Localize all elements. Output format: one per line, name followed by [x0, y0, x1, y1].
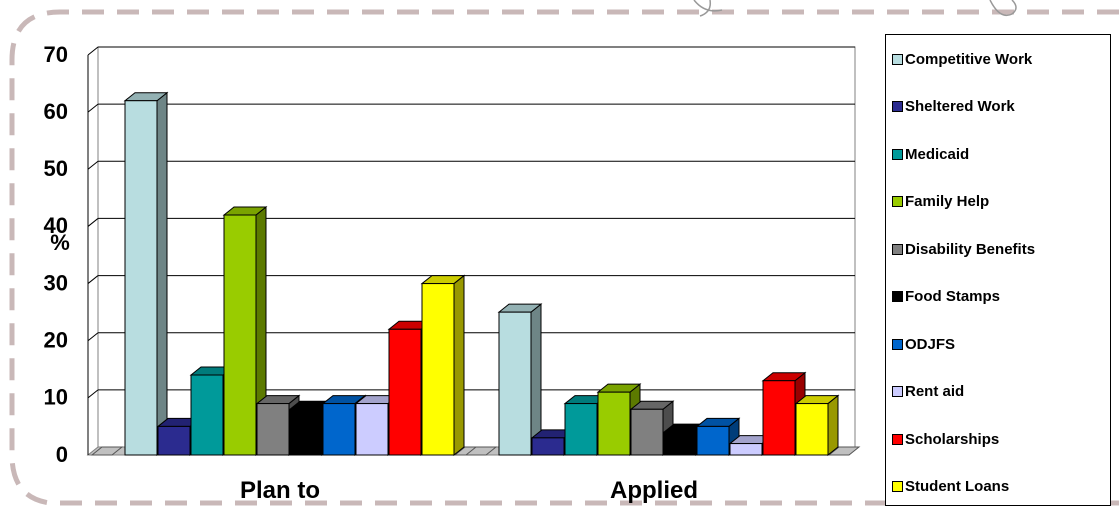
bar-front [223, 214, 257, 456]
legend-swatch [892, 148, 903, 160]
zero-bar-marker [464, 446, 498, 456]
legend-label: Medicaid [905, 145, 970, 163]
bar-front [421, 283, 455, 456]
bar-front [795, 403, 829, 456]
legend: Competitive Work Sheltered Work Medicaid Fa… [885, 34, 1111, 506]
bar-front [663, 431, 697, 456]
bar-front [531, 437, 565, 456]
bar-side [453, 274, 465, 457]
zero-bar-marker [827, 446, 861, 456]
bar [629, 400, 675, 457]
bar [123, 91, 169, 457]
zero-bar-marker [90, 446, 124, 456]
bar-front [696, 425, 730, 456]
legend-swatch [892, 291, 903, 302]
legend-label: Scholarships [905, 430, 1000, 448]
legend-swatch [892, 386, 903, 397]
y-tick-label: 40 [44, 213, 68, 238]
legend-item: Rent aid [892, 382, 964, 402]
bar-front [762, 380, 796, 456]
bar [497, 303, 543, 457]
legend-swatch [892, 481, 903, 492]
gridline-side [87, 218, 99, 227]
legend-item: Competitive Work [892, 49, 1032, 69]
bar-front [498, 311, 532, 456]
x-category-label: Plan to [240, 477, 320, 504]
bar-front [190, 374, 224, 456]
bar-front [157, 425, 191, 456]
legend-swatch [892, 338, 903, 350]
legend-label: Family Help [905, 193, 990, 210]
legend-swatch [892, 196, 903, 207]
bar-front [388, 328, 422, 456]
legend-item: ODJFS [892, 334, 955, 354]
legend-item: Student Loans [892, 477, 1009, 497]
gridline-side [87, 389, 99, 399]
y-tick-label: 60 [44, 99, 68, 124]
gridline-side [87, 275, 99, 284]
bar-front [124, 100, 158, 456]
bar [420, 274, 466, 457]
legend-item: Scholarships [892, 429, 999, 449]
legend-item: Disability Benefits [892, 239, 1035, 259]
y-tick-label: 20 [44, 328, 68, 353]
bar [222, 205, 268, 457]
legend-item: Medicaid [892, 144, 969, 164]
gridline-side [87, 332, 99, 342]
bar-front [597, 391, 631, 456]
y-tick-label: 30 [44, 270, 68, 295]
x-category-label: Applied [610, 477, 698, 504]
title-fragment-y [693, 0, 723, 17]
legend-label: Disability Benefits [905, 240, 1036, 258]
y-axis-label: % [50, 230, 70, 255]
bar-front [630, 408, 664, 456]
bar-side [827, 394, 839, 457]
y-tick-label: 0 [56, 442, 68, 467]
gridline-side [87, 160, 99, 170]
legend-item: Sheltered Work [892, 97, 1015, 117]
y-tick-label: 50 [44, 156, 68, 181]
y-tick-label: 10 [44, 385, 68, 410]
legend-label: ODJFS [905, 335, 956, 353]
bar-front [355, 403, 389, 456]
dashed-border [9, 9, 1119, 506]
legend-label: Rent aid [905, 383, 965, 400]
legend-label: Student Loans [905, 478, 1010, 495]
bars-group [90, 91, 861, 457]
bar-front [322, 403, 356, 456]
legend-item: Food Stamps [892, 287, 1000, 307]
legend-swatch [892, 53, 903, 65]
bar-front [729, 443, 763, 456]
legend-swatch [892, 433, 903, 445]
gridline-side [87, 103, 99, 113]
bar [794, 394, 840, 457]
legend-swatch [892, 101, 903, 112]
bar-front [289, 408, 323, 456]
bar-front [564, 403, 598, 456]
legend-swatch [892, 243, 903, 255]
gridline-side [87, 46, 99, 56]
labels-group: 0 10 20 30 40 50 60 70% Plan to Applied [44, 42, 698, 504]
title-fragment-g [989, 0, 1017, 17]
bar-front [256, 403, 290, 456]
legend-label: Food Stamps [905, 288, 1001, 305]
bar-side [156, 91, 168, 457]
y-tick-label: 70 [44, 42, 68, 67]
legend-label: Competitive Work [905, 50, 1033, 68]
legend-label: Sheltered Work [905, 98, 1015, 115]
legend-item: Family Help [892, 192, 989, 212]
